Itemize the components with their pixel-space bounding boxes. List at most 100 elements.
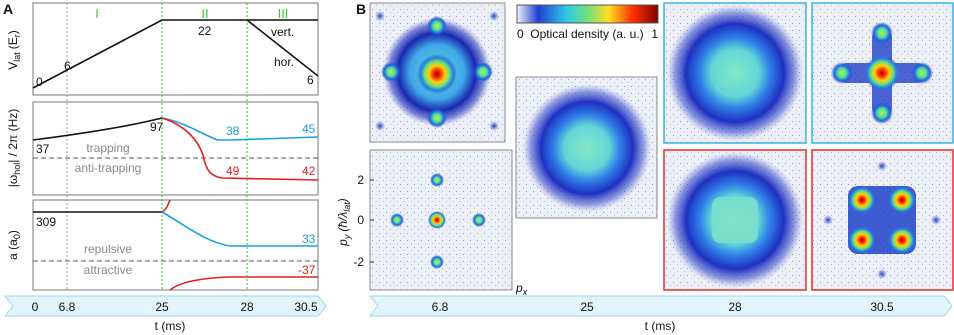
phase-label: I bbox=[95, 6, 99, 21]
square-core bbox=[712, 197, 758, 243]
peak bbox=[428, 211, 446, 229]
time-tick: 28 bbox=[240, 300, 254, 314]
value-label: 6 bbox=[64, 59, 71, 73]
panel-a: A I II III Vlat(Er) 0 6 22 6 vert. hor. … bbox=[3, 1, 327, 333]
value-label: 6 bbox=[307, 73, 314, 87]
colorbar-label: Optical density (a. u.) bbox=[530, 27, 643, 41]
x-label: px bbox=[515, 281, 528, 297]
absorption-image bbox=[663, 2, 807, 144]
peak bbox=[472, 213, 486, 227]
peak bbox=[489, 11, 499, 21]
panel-b: B 2 0 -2 py(ħ/λlat) px 0 Optical density… bbox=[336, 1, 954, 333]
colorbar-min: 0 bbox=[517, 27, 524, 41]
peak bbox=[877, 161, 887, 171]
peak bbox=[427, 108, 447, 128]
cloud bbox=[523, 84, 651, 212]
peak bbox=[931, 215, 941, 225]
time-tick: 6.8 bbox=[432, 300, 449, 314]
region-label: trapping bbox=[86, 141, 129, 155]
x-label: t (ms) bbox=[155, 319, 186, 333]
curve-label: hor. bbox=[274, 55, 294, 69]
lattice-curve bbox=[32, 19, 319, 89]
peak bbox=[489, 121, 499, 131]
panel-label: A bbox=[3, 1, 13, 17]
peak bbox=[877, 269, 887, 279]
scattering-curve bbox=[161, 199, 171, 213]
peak bbox=[831, 62, 853, 84]
peak bbox=[390, 213, 404, 227]
colorbar-gradient bbox=[516, 4, 659, 24]
absorption-image bbox=[515, 76, 658, 219]
frequency-curve bbox=[32, 117, 163, 141]
value-label: -37 bbox=[298, 263, 316, 277]
y-tick: 0 bbox=[357, 213, 364, 227]
time-tick: 25 bbox=[155, 300, 169, 314]
curve-label: vert. bbox=[271, 25, 294, 39]
absorption-image bbox=[663, 149, 807, 291]
plot-frame bbox=[32, 199, 319, 291]
value-label: 49 bbox=[226, 164, 240, 178]
peak bbox=[871, 22, 893, 44]
region-label: repulsive bbox=[84, 242, 132, 256]
value-label: 42 bbox=[302, 164, 316, 178]
value-label: 22 bbox=[198, 24, 212, 38]
region-label: attractive bbox=[84, 263, 133, 277]
frequency-curve bbox=[161, 117, 319, 141]
time-tick: 30.5 bbox=[870, 300, 894, 314]
value-label: 309 bbox=[36, 215, 56, 229]
scattering-curve bbox=[161, 211, 318, 247]
peak bbox=[871, 102, 893, 124]
time-tick: 0 bbox=[32, 300, 39, 314]
colorbar-max: 1 bbox=[651, 27, 658, 41]
absorption-image: 2 0 -2 py(ħ/λlat) px bbox=[336, 149, 528, 297]
absorption-image bbox=[811, 2, 954, 144]
peak bbox=[864, 55, 900, 91]
time-tick: 28 bbox=[728, 300, 742, 314]
phase-label: II bbox=[201, 6, 208, 21]
phase-label: III bbox=[278, 6, 289, 21]
scattering-curve bbox=[169, 276, 318, 291]
peak bbox=[417, 54, 457, 94]
peak bbox=[430, 255, 444, 269]
region-label: anti-trapping bbox=[75, 161, 142, 175]
y-label: py(ħ/λlat) bbox=[336, 198, 352, 247]
peak bbox=[848, 226, 876, 254]
peak bbox=[427, 16, 447, 36]
time-tick: 25 bbox=[580, 300, 594, 314]
y-label: Vlat(Er) bbox=[6, 30, 22, 70]
time-bar bbox=[3, 295, 327, 317]
peak bbox=[473, 62, 493, 82]
y-tick: 2 bbox=[357, 173, 364, 187]
value-label: 33 bbox=[302, 232, 316, 246]
y-label: a (a0) bbox=[6, 230, 22, 260]
absorption-image bbox=[811, 149, 954, 291]
peak bbox=[888, 226, 916, 254]
y-tick: -2 bbox=[353, 255, 364, 269]
plot-frame bbox=[32, 101, 319, 196]
frequency-curve bbox=[161, 117, 319, 181]
value-label: 38 bbox=[226, 124, 240, 138]
peak bbox=[430, 173, 444, 187]
peak bbox=[375, 121, 385, 131]
peak bbox=[848, 186, 876, 214]
peak bbox=[911, 62, 933, 84]
absorption-image bbox=[369, 2, 506, 143]
value-label: 97 bbox=[150, 120, 164, 134]
cloud bbox=[667, 5, 803, 141]
plot-frame bbox=[32, 2, 319, 96]
y-label: |ωhol| / 2π (Hz) bbox=[6, 109, 22, 188]
peak bbox=[823, 215, 833, 225]
peak bbox=[381, 62, 401, 82]
time-bar bbox=[368, 295, 953, 317]
x-label: t (ms) bbox=[645, 319, 676, 333]
peak bbox=[375, 11, 385, 21]
peak bbox=[888, 186, 916, 214]
panel-label: B bbox=[356, 1, 366, 17]
time-tick: 30.5 bbox=[294, 300, 318, 314]
colorbar: 0 Optical density (a. u.) 1 bbox=[516, 4, 659, 41]
value-label: 0 bbox=[36, 75, 43, 89]
time-tick: 6.8 bbox=[59, 300, 76, 314]
value-label: 37 bbox=[36, 142, 50, 156]
value-label: 45 bbox=[302, 122, 316, 136]
